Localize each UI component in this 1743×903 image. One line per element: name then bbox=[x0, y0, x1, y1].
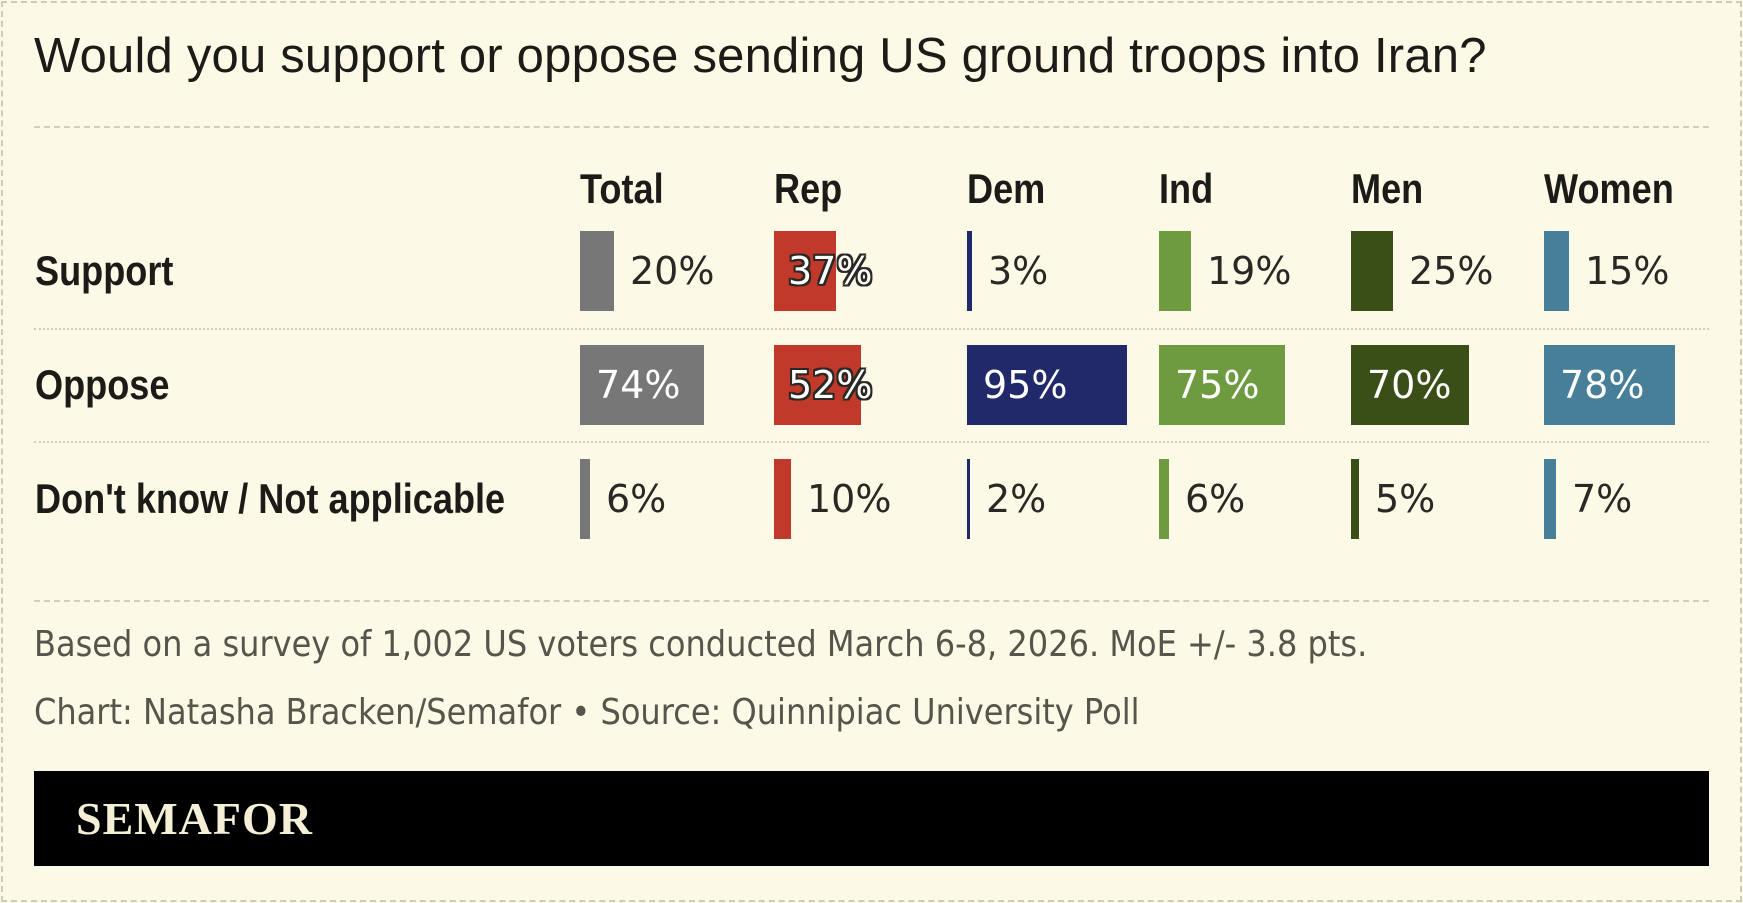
bar-oppose-dem bbox=[967, 345, 1127, 425]
value-label-don-t-know-not-applicable-ind: 6% bbox=[1185, 477, 1246, 521]
column-header-women: Women bbox=[1544, 165, 1674, 212]
row-divider-1 bbox=[34, 328, 1709, 330]
bar-don-t-know-not-applicable-women bbox=[1544, 459, 1556, 539]
brand-footer: SEMAFOR bbox=[34, 771, 1709, 866]
row-label-oppose: Oppose bbox=[35, 361, 170, 408]
value-label-don-t-know-not-applicable-women: 7% bbox=[1572, 477, 1633, 521]
value-label-support-dem: 3% bbox=[988, 249, 1049, 293]
value-label-oppose-men: 70% bbox=[1367, 363, 1452, 407]
column-header-rep: Rep bbox=[774, 165, 843, 212]
bar-support-men bbox=[1351, 231, 1393, 311]
column-header-dem: Dem bbox=[967, 165, 1046, 212]
value-label-support-ind: 19% bbox=[1207, 249, 1292, 293]
title-divider bbox=[34, 126, 1709, 128]
chart-title: Would you support or oppose sending US g… bbox=[34, 29, 1487, 83]
value-label-support-total: 20% bbox=[630, 249, 715, 293]
value-label-don-t-know-not-applicable-rep: 10% bbox=[807, 477, 892, 521]
notes-divider bbox=[34, 600, 1709, 602]
value-label-don-t-know-not-applicable-dem: 2% bbox=[986, 477, 1047, 521]
bar-oppose-women bbox=[1544, 345, 1675, 425]
bar-don-t-know-not-applicable-ind bbox=[1159, 459, 1169, 539]
bar-support-total bbox=[580, 231, 614, 311]
bar-support-dem bbox=[967, 231, 972, 311]
bar-don-t-know-not-applicable-men bbox=[1351, 459, 1359, 539]
row-divider-2 bbox=[34, 441, 1709, 443]
bar-support-women bbox=[1544, 231, 1569, 311]
value-label-oppose-rep: 52% bbox=[788, 363, 873, 407]
column-header-ind: Ind bbox=[1159, 165, 1214, 212]
row-label-support: Support bbox=[35, 247, 174, 294]
source-credit: Chart: Natasha Bracken/Semafor • Source:… bbox=[34, 692, 1140, 733]
value-label-support-men: 25% bbox=[1409, 249, 1494, 293]
column-header-total: Total bbox=[580, 165, 664, 212]
value-label-support-women: 15% bbox=[1585, 249, 1670, 293]
bar-oppose-ind bbox=[1159, 345, 1285, 425]
bar-oppose-men bbox=[1351, 345, 1469, 425]
bar-oppose-total bbox=[580, 345, 704, 425]
value-label-oppose-women: 78% bbox=[1560, 363, 1645, 407]
row-label-don-t-know-not-applicable: Don't know / Not applicable bbox=[35, 475, 506, 522]
bar-oppose-rep bbox=[774, 345, 861, 425]
value-label-oppose-total: 74% bbox=[596, 363, 681, 407]
bar-don-t-know-not-applicable-total bbox=[580, 459, 590, 539]
value-label-oppose-dem: 95% bbox=[983, 363, 1068, 407]
bar-support-ind bbox=[1159, 231, 1191, 311]
bar-don-t-know-not-applicable-rep bbox=[774, 459, 791, 539]
value-label-don-t-know-not-applicable-men: 5% bbox=[1375, 477, 1436, 521]
bar-support-rep bbox=[774, 231, 836, 311]
value-label-oppose-ind: 75% bbox=[1175, 363, 1260, 407]
survey-note: Based on a survey of 1,002 US voters con… bbox=[34, 624, 1368, 665]
semafor-logo: SEMAFOR bbox=[76, 793, 313, 844]
value-label-don-t-know-not-applicable-total: 6% bbox=[606, 477, 667, 521]
value-label-support-rep: 37% bbox=[788, 249, 873, 293]
column-header-men: Men bbox=[1351, 165, 1424, 212]
bar-don-t-know-not-applicable-dem bbox=[967, 459, 970, 539]
